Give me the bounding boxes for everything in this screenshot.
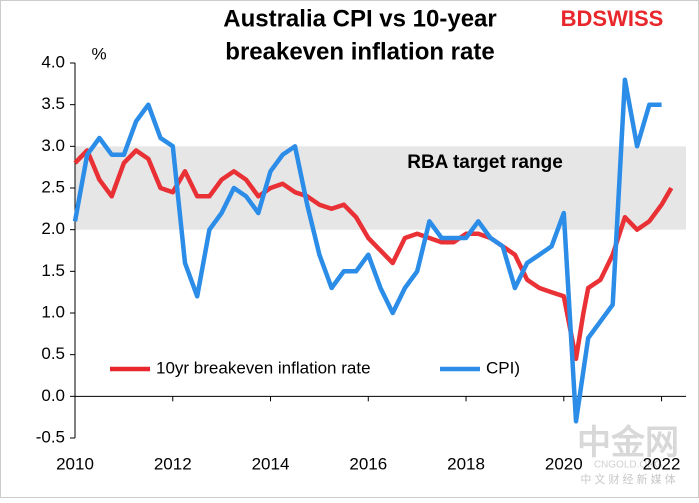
watermark: 中 文 财 经 新 媒 体	[580, 472, 675, 486]
x-tick-label: 2018	[447, 454, 485, 473]
y-tick-label: 3.0	[41, 136, 65, 155]
x-tick-label: 2016	[349, 454, 387, 473]
band-label: RBA target range	[407, 152, 563, 173]
x-tick-label: 2014	[252, 454, 290, 473]
y-tick-label: 0.5	[41, 344, 65, 363]
legend-label: 10yr breakeven inflation rate	[156, 358, 371, 377]
y-axis-unit: %	[91, 44, 106, 63]
y-tick-label: 4.0	[41, 52, 65, 71]
legend-label: CPI)	[486, 358, 520, 377]
y-tick-label: -0.5	[36, 427, 65, 446]
y-tick-label: 2.0	[41, 219, 65, 238]
brand-logo: BDSWISS	[561, 6, 664, 31]
y-tick-label: 1.0	[41, 302, 65, 321]
y-tick-label: 2.5	[41, 177, 65, 196]
x-tick-label: 2010	[56, 454, 94, 473]
x-tick-label: 2012	[154, 454, 192, 473]
x-tick-label: 2022	[643, 454, 681, 473]
y-tick-label: 3.5	[41, 94, 65, 113]
y-tick-label: 1.5	[41, 261, 65, 280]
watermark: 中金网	[577, 423, 679, 462]
y-tick-label: 0.0	[41, 386, 65, 405]
series-line	[72, 77, 662, 424]
x-tick-label: 2020	[545, 454, 583, 473]
watermark: CNGOLD.ORG	[594, 460, 663, 471]
chart-title: Australia CPI vs 10-year	[223, 5, 496, 32]
chart-title: breakeven inflation rate	[225, 38, 494, 65]
